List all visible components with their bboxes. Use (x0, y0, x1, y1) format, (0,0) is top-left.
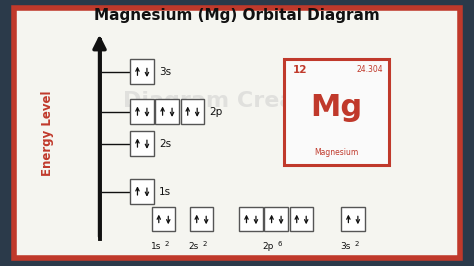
Text: 1s: 1s (151, 242, 161, 251)
Bar (130, 59, 154, 85)
Text: Mg: Mg (310, 93, 363, 122)
Text: 2: 2 (354, 241, 358, 247)
Text: 2: 2 (202, 241, 207, 247)
Text: 2s: 2s (189, 242, 199, 251)
Bar (130, 179, 154, 204)
Bar (341, 207, 365, 231)
Text: 3s: 3s (340, 242, 351, 251)
Bar (181, 99, 204, 124)
Text: 2p: 2p (263, 242, 274, 251)
Bar (152, 207, 175, 231)
Bar (130, 99, 154, 124)
Text: Diagram Creator: Diagram Creator (123, 91, 332, 111)
Bar (239, 207, 263, 231)
Text: 2: 2 (164, 241, 169, 247)
Text: 3s: 3s (159, 67, 172, 77)
Text: Magnesium: Magnesium (314, 148, 359, 157)
Text: Energy Level: Energy Level (41, 90, 54, 176)
Text: 12: 12 (293, 65, 308, 75)
Text: 6: 6 (277, 241, 282, 247)
Bar (284, 59, 389, 165)
Text: 2p: 2p (210, 107, 223, 117)
Text: Magnesium (Mg) Orbital Diagram: Magnesium (Mg) Orbital Diagram (94, 8, 380, 23)
Text: 24.304: 24.304 (356, 65, 383, 74)
Bar (155, 99, 179, 124)
Bar (290, 207, 313, 231)
Text: 1s: 1s (159, 186, 172, 197)
Bar (190, 207, 213, 231)
Text: 2s: 2s (159, 139, 172, 149)
Bar (264, 207, 288, 231)
Bar (130, 131, 154, 156)
